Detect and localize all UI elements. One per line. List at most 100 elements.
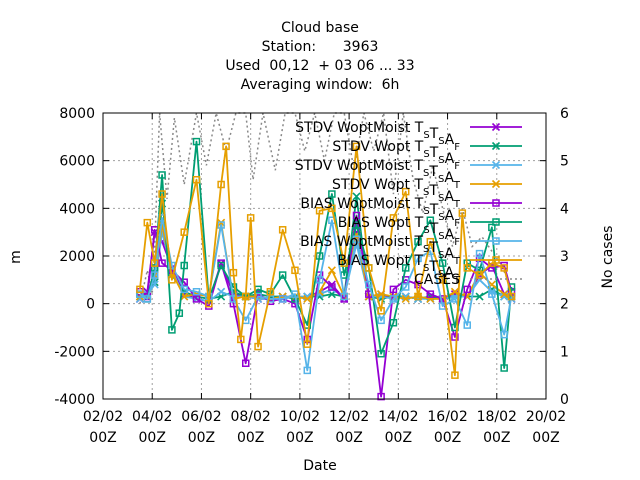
- x-axis: 02/02 00Z 04/02 00Z 06/02 00Z 08/02 00Z 10/02 00Z…: [83, 113, 566, 446]
- data-point: [143, 218, 152, 227]
- x-tick-label: 08/02: [230, 409, 270, 425]
- y-tick-label: -2000: [54, 344, 95, 360]
- data-point: [488, 290, 496, 298]
- data-point: [426, 216, 435, 224]
- legend-subscript: S: [438, 212, 444, 223]
- legend-label: BIAS WoptMoist TSTSAT: [300, 234, 461, 267]
- data-point: [352, 221, 361, 229]
- data-point: [414, 254, 422, 263]
- data-point: [192, 137, 201, 146]
- data-point: [328, 283, 336, 291]
- data-point: [463, 285, 471, 294]
- series-8: [136, 142, 516, 379]
- x-axis-label: Date: [303, 458, 336, 474]
- data-point: [180, 228, 188, 236]
- y2-tick-label: 6: [560, 106, 569, 122]
- data-point: [246, 214, 255, 222]
- x-tick-label: 00Z: [89, 430, 116, 446]
- legend-subscript: F: [454, 161, 460, 172]
- title-line: Used 00,12 + 03 06 ... 33: [225, 58, 414, 74]
- legend-marker: [492, 199, 500, 207]
- legend-sub: T: [429, 145, 439, 161]
- data-point: [237, 335, 245, 344]
- legend-subscript: S: [438, 136, 444, 147]
- data-point: [352, 235, 361, 244]
- legend-sub: T: [429, 202, 439, 218]
- data-point: [463, 264, 471, 272]
- data-point: [158, 259, 166, 267]
- data-point: [303, 366, 312, 375]
- data-point: [150, 259, 159, 267]
- legend-sub: T: [410, 177, 423, 193]
- data-point: [315, 206, 324, 215]
- x-tick-label: 00Z: [286, 430, 313, 446]
- y2-axis: 6 5 4 3 2 1 0: [560, 106, 569, 408]
- data-point: [401, 187, 410, 196]
- data-point: [352, 142, 361, 151]
- data-point: [327, 266, 336, 275]
- title-line: Cloud base: [281, 20, 359, 36]
- data-point: [291, 266, 299, 275]
- data-point: [438, 276, 447, 284]
- x-tick-label: 14/02: [378, 409, 418, 425]
- data-point: [192, 295, 201, 303]
- legend-item: BIAS WoptMoist TSTSAF: [300, 196, 522, 229]
- y2-tick-label: 4: [560, 201, 569, 217]
- data-point: [278, 226, 287, 234]
- legend-sub: A: [444, 265, 454, 281]
- data-point: [180, 285, 188, 294]
- data-point: [150, 271, 159, 279]
- data-point: [500, 290, 509, 299]
- data-point: [451, 333, 459, 341]
- x-tick-label: 00Z: [237, 430, 264, 446]
- data-point: [458, 209, 467, 217]
- legend-subscript: S: [423, 187, 429, 198]
- data-point: [426, 237, 435, 246]
- data-point: [500, 364, 508, 372]
- x-tick-label: 02/02: [83, 409, 123, 425]
- data-point: [352, 192, 361, 201]
- data-point: [241, 292, 250, 301]
- legend-subscript: T: [453, 180, 461, 191]
- data-point: [365, 280, 373, 289]
- data-point: [401, 294, 410, 303]
- data-point: [328, 204, 336, 213]
- legend-name: STDV Wopt: [332, 177, 410, 193]
- data-point: [168, 326, 176, 334]
- data-point: [500, 330, 508, 339]
- legend-name: BIAS WoptMoist: [300, 234, 410, 250]
- legend-subscript: T: [453, 199, 461, 210]
- legend-subscript: S: [438, 231, 444, 242]
- legend-item: STDV Wopt TSTSAT: [332, 177, 522, 210]
- data-point: [475, 292, 484, 301]
- data-point: [217, 221, 225, 229]
- legend-sub: T: [410, 253, 423, 269]
- legend-item: BIAS Wopt TSTSAF: [338, 215, 522, 248]
- data-point: [158, 171, 166, 179]
- y2-tick-label: 3: [560, 249, 569, 265]
- legend-sub: A: [445, 208, 455, 224]
- legend-sub: T: [429, 126, 439, 142]
- legend-sub: T: [410, 120, 423, 136]
- legend-label: BIAS Wopt TSTSAF: [338, 215, 461, 248]
- data-point: [377, 307, 385, 315]
- y-tick-label: -4000: [54, 392, 95, 408]
- x-tick-label: 16/02: [427, 409, 467, 425]
- data-point: [180, 261, 188, 270]
- data-point: [389, 295, 398, 303]
- legend-item: BIAS WoptMoist TSTSAT: [300, 234, 522, 267]
- series-line: [139, 214, 513, 398]
- data-point: [205, 299, 213, 308]
- legend-subscript: S: [423, 244, 429, 255]
- legend-sub: A: [444, 170, 454, 186]
- data-point: [340, 259, 348, 267]
- y2-axis-label: No cases: [600, 226, 616, 289]
- legend-item: STDV Wopt TSTSAF: [332, 139, 522, 172]
- legend-sub: T: [410, 196, 423, 212]
- title-line: Averaging window: 6h: [241, 77, 400, 93]
- y2-tick-label: 1: [560, 344, 569, 360]
- legend-subscript: F: [454, 218, 460, 229]
- x-tick-label: 00Z: [335, 430, 362, 446]
